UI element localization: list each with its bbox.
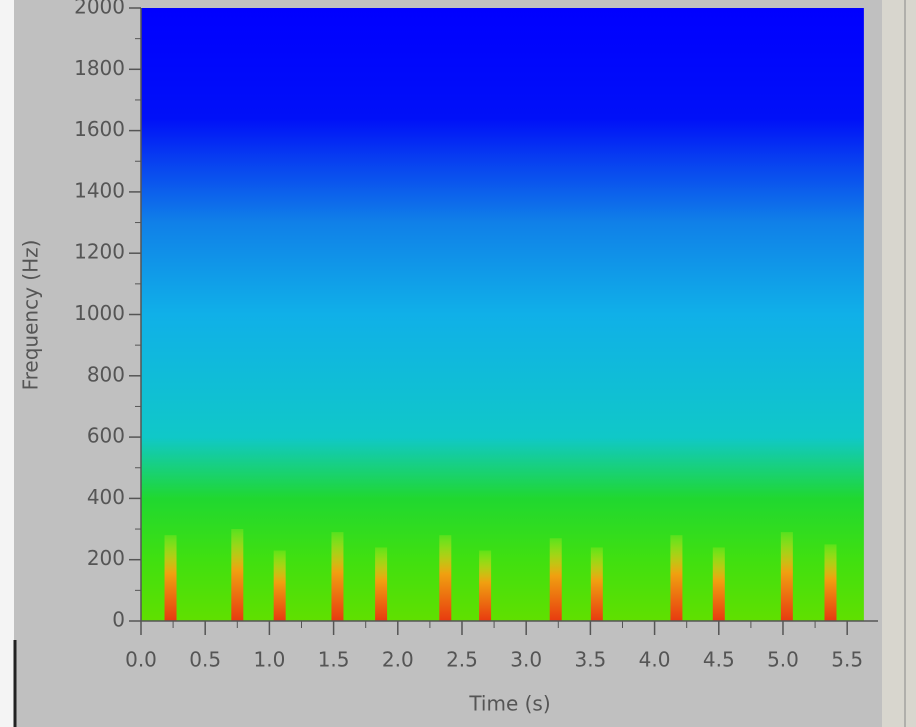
y-tick-label: 800 — [87, 362, 125, 386]
plot-area: 0 200 400 600 800 1000 1200 1400 1600 1800 2000 0.0… — [74, 0, 878, 672]
y-tick-label: 1200 — [74, 240, 125, 264]
y-tick-label: 1600 — [74, 117, 125, 141]
y-tick-label: 0 — [112, 608, 125, 632]
burst — [590, 547, 603, 621]
burst — [273, 550, 286, 621]
y-tick-label: 1400 — [74, 178, 125, 202]
x-tick-label: 1.5 — [318, 648, 350, 672]
y-tick-label: 200 — [87, 546, 125, 570]
right-panel — [882, 0, 916, 727]
x-tick-label: 2.5 — [446, 648, 478, 672]
burst — [479, 550, 492, 621]
burst — [780, 532, 793, 621]
y-tick-label: 1000 — [74, 301, 125, 325]
left-panel — [0, 0, 14, 727]
burst — [164, 535, 177, 621]
x-tick-label: 2.0 — [382, 648, 414, 672]
x-tick-label: 4.0 — [639, 648, 671, 672]
burst — [439, 535, 452, 621]
spectrogram-background — [141, 8, 864, 621]
x-tick-label: 5.5 — [831, 648, 863, 672]
x-tick-label: 4.5 — [703, 648, 735, 672]
y-tick-label: 1800 — [74, 56, 125, 80]
burst — [331, 532, 344, 621]
x-tick-label: 3.5 — [574, 648, 606, 672]
x-tick-label: 0.0 — [125, 648, 157, 672]
x-axis-title: Time (s) — [468, 692, 550, 716]
y-tick-label: 2000 — [74, 0, 125, 19]
x-tick-label: 1.0 — [253, 648, 285, 672]
x-tick-label: 5.0 — [767, 648, 799, 672]
x-tick-label: 0.5 — [189, 648, 221, 672]
y-axis-title: Frequency (Hz) — [19, 240, 43, 391]
y-tick-label: 600 — [87, 424, 125, 448]
burst — [824, 544, 837, 621]
burst — [231, 529, 244, 621]
burst — [549, 538, 562, 621]
burst — [712, 547, 725, 621]
y-tick-label: 400 — [87, 485, 125, 509]
burst — [375, 547, 388, 621]
burst — [670, 535, 683, 621]
x-tick-label: 3.0 — [510, 648, 542, 672]
